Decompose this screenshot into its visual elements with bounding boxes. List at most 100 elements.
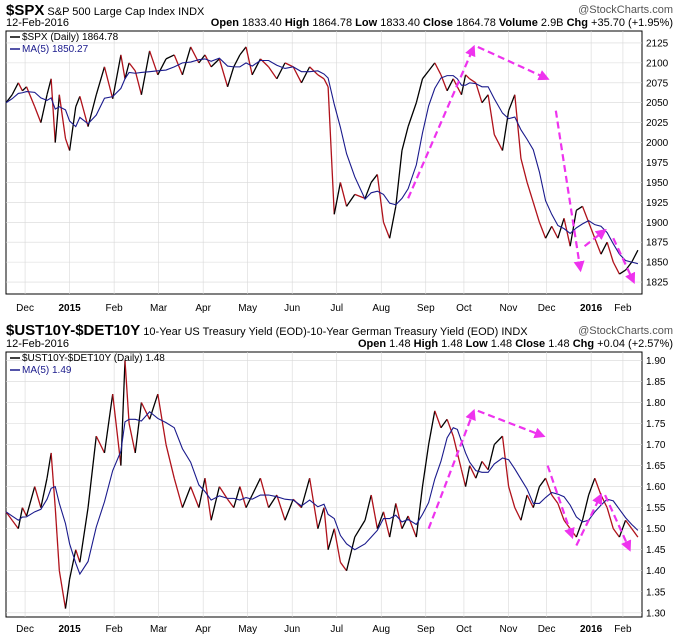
price-segment	[333, 528, 342, 563]
stat-label: Chg	[572, 338, 595, 350]
price-segment	[134, 402, 143, 454]
price-segment	[581, 206, 590, 223]
price-segment	[440, 418, 448, 429]
stat-value: 1864.78	[456, 17, 496, 29]
price-segment	[204, 478, 212, 521]
price-segment	[140, 402, 151, 420]
price-segment	[520, 158, 528, 183]
stat-label: Open	[210, 17, 239, 29]
price-segment	[557, 503, 565, 521]
stat-value: 1833.40	[380, 17, 420, 29]
price-segment	[421, 70, 430, 80]
price-segment	[34, 106, 42, 123]
stat-value: 1.48	[441, 338, 463, 350]
price-segment	[532, 486, 541, 508]
legend-price: $SPX (Daily) 1864.78	[22, 32, 119, 43]
price-segment	[218, 58, 229, 87]
price-segment	[128, 62, 136, 72]
chart-panel-2: 1.30 1.35 1.40 1.45 1.50 1.55 1.60 1.65 1.70 1.75…	[5, 351, 666, 635]
price-segment	[259, 478, 270, 508]
x-tick-label: Jun	[284, 303, 300, 314]
price-segment	[134, 70, 143, 95]
ma-line	[5, 57, 639, 265]
stat-label: High	[413, 338, 439, 350]
stat-value: 1833.40	[241, 17, 282, 29]
price-segment	[364, 494, 372, 521]
stat-label: Low	[355, 17, 378, 29]
price-segment	[75, 549, 81, 563]
price-segment	[421, 444, 430, 487]
price-segment	[395, 150, 403, 207]
price-segment	[514, 507, 522, 521]
y-tick-label: 1.75	[646, 419, 666, 430]
price-segment	[446, 78, 454, 92]
price-segment	[493, 134, 504, 151]
price-segment	[165, 54, 175, 60]
price-segment	[68, 106, 77, 151]
price-segment	[210, 58, 220, 68]
x-tick-label: Nov	[500, 303, 518, 314]
stat-label: Close	[515, 338, 546, 350]
price-segment	[327, 86, 335, 215]
price-segment	[434, 62, 442, 76]
x-tick-label: 2015	[58, 624, 81, 635]
price-segment	[557, 218, 565, 239]
price-segment	[226, 66, 235, 87]
y-tick-label: 1.70	[646, 440, 666, 451]
brand-logo-2[interactable]: @StockCharts.com	[578, 325, 673, 337]
price-segment	[612, 261, 621, 275]
x-tick-label: 2016	[580, 303, 603, 314]
price-segment	[112, 54, 122, 99]
y-tick-label: 1.45	[646, 545, 666, 556]
chart-panel-1: 1825 1850 1875 1900 1925 1950 1975 2000 2025 2050…	[5, 30, 669, 314]
price-segment	[64, 579, 71, 609]
price-segment	[25, 86, 36, 107]
price-segment	[300, 66, 311, 84]
price-segment	[354, 519, 366, 538]
price-segment	[157, 58, 167, 76]
price-segment	[594, 477, 602, 496]
stat-value: +0.04 (+2.57%)	[597, 338, 673, 350]
trend-arrow	[407, 44, 476, 199]
price-segment	[460, 469, 467, 487]
price-segment	[612, 528, 620, 538]
y-tick-label: 1850	[646, 258, 669, 269]
price-segment	[618, 520, 627, 538]
spx-title: $SPX S&P 500 Large Cap Index INDX	[6, 2, 204, 19]
x-tick-label: Aug	[372, 624, 390, 635]
price-segment	[631, 249, 639, 263]
price-segment	[157, 393, 167, 445]
price-segment	[333, 182, 342, 215]
price-segment	[354, 193, 366, 199]
price-segment	[120, 54, 126, 79]
price-segment	[239, 486, 247, 508]
price-segment	[514, 94, 522, 159]
price-segment	[284, 62, 294, 68]
y-tick-label: 2125	[646, 38, 669, 49]
stat-label: Low	[465, 338, 488, 350]
price-segment	[376, 174, 385, 223]
y-tick-label: 1875	[646, 238, 669, 249]
x-tick-label: Oct	[456, 624, 472, 635]
price-segment	[588, 477, 596, 496]
price-segment	[5, 511, 13, 521]
trend-arrow	[427, 408, 476, 530]
spread-title: $UST10Y-$DET10Y 10-Year US Treasury Yiel…	[6, 322, 528, 339]
price-segment	[323, 78, 329, 88]
price-segment	[631, 528, 639, 538]
price-segment	[181, 46, 192, 76]
stat-value: 1864.78	[312, 17, 353, 29]
price-segment	[401, 126, 409, 151]
price-segment	[465, 74, 471, 80]
price-segment	[103, 393, 114, 454]
stat-label: Chg	[566, 17, 588, 29]
price-segment	[317, 507, 325, 529]
price-segment	[508, 94, 516, 111]
price-segment	[17, 82, 23, 92]
stat-label: Close	[423, 17, 454, 29]
trend-arrow	[604, 494, 632, 552]
stat-label: High	[284, 17, 310, 29]
price-segment	[469, 465, 477, 479]
price-segment	[339, 561, 348, 572]
brand-logo[interactable]: @StockCharts.com	[578, 4, 673, 16]
